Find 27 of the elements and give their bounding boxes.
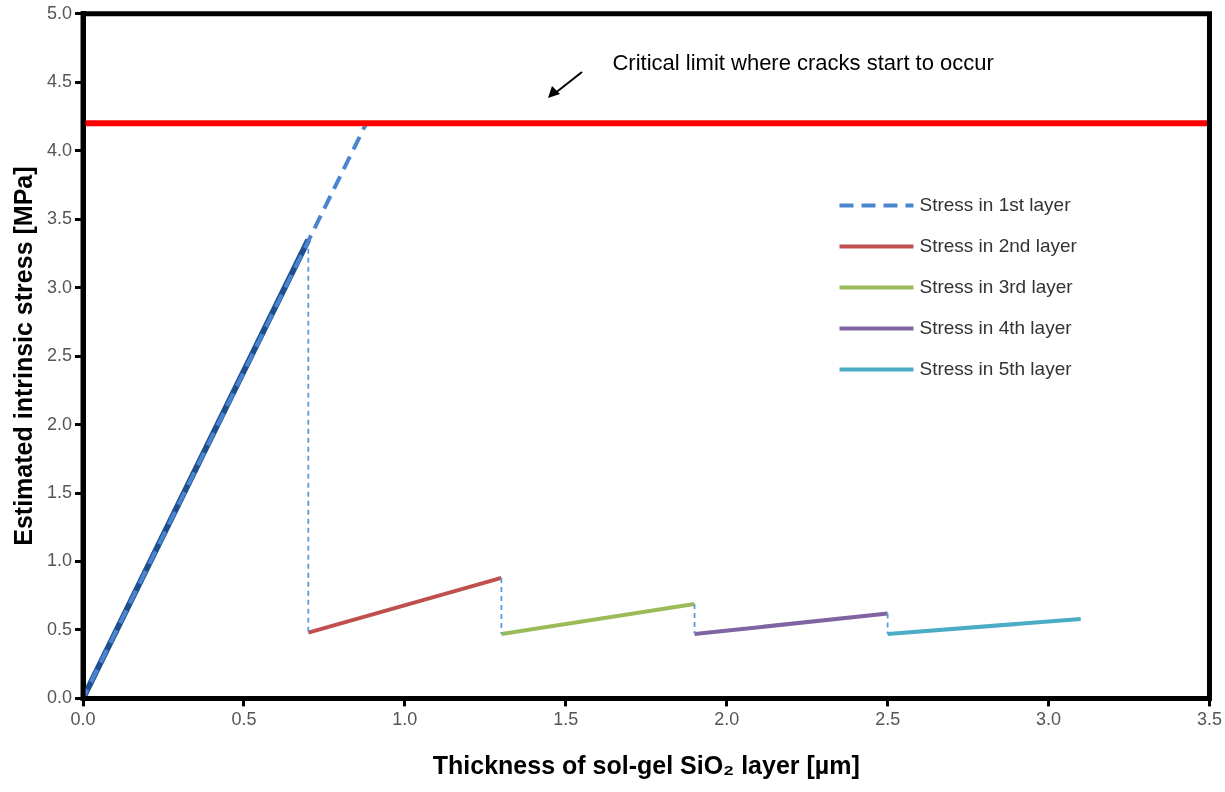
legend-label: Stress in 1st layer	[919, 193, 1072, 215]
y-tick-label: 3.5	[46, 208, 73, 229]
x-tick-label: 3.0	[1036, 709, 1062, 730]
y-tick-label: 0.0	[46, 687, 73, 708]
y-tick-label: 2.0	[46, 413, 73, 434]
x-tick-label: 1.0	[392, 709, 418, 730]
ref-line-label: Critical limit where cracks start to occur	[612, 49, 994, 75]
x-tick-label: 2.0	[714, 709, 740, 730]
y-tick-label: 1.0	[46, 550, 73, 571]
x-axis-title: Thickness of sol-gel SiO₂ layer [µm]	[432, 750, 860, 779]
x-tick-label: 0.5	[231, 709, 257, 730]
legend-label: Stress in 5th layer	[919, 357, 1073, 379]
y-tick-label: 5.0	[46, 2, 73, 23]
y-tick-label: 2.5	[46, 345, 73, 366]
y-tick-label: 3.0	[46, 276, 73, 297]
y-axis-title: Estimated intrinsic stress [MPa]	[8, 166, 37, 546]
x-tick-label: 2.5	[875, 709, 901, 730]
x-tick-label: 3.5	[1196, 709, 1222, 730]
x-tick-label: 0.0	[70, 709, 96, 730]
y-tick-label: 0.5	[46, 618, 73, 639]
y-tick-label: 4.5	[46, 71, 73, 92]
x-tick-label: 1.5	[553, 709, 579, 730]
y-tick-label: 4.0	[46, 139, 73, 160]
legend-label: Stress in 4th layer	[919, 316, 1073, 338]
legend-label: Stress in 2nd layer	[919, 234, 1078, 256]
y-tick-label: 1.5	[46, 481, 73, 502]
legend-label: Stress in 3rd layer	[919, 275, 1074, 297]
